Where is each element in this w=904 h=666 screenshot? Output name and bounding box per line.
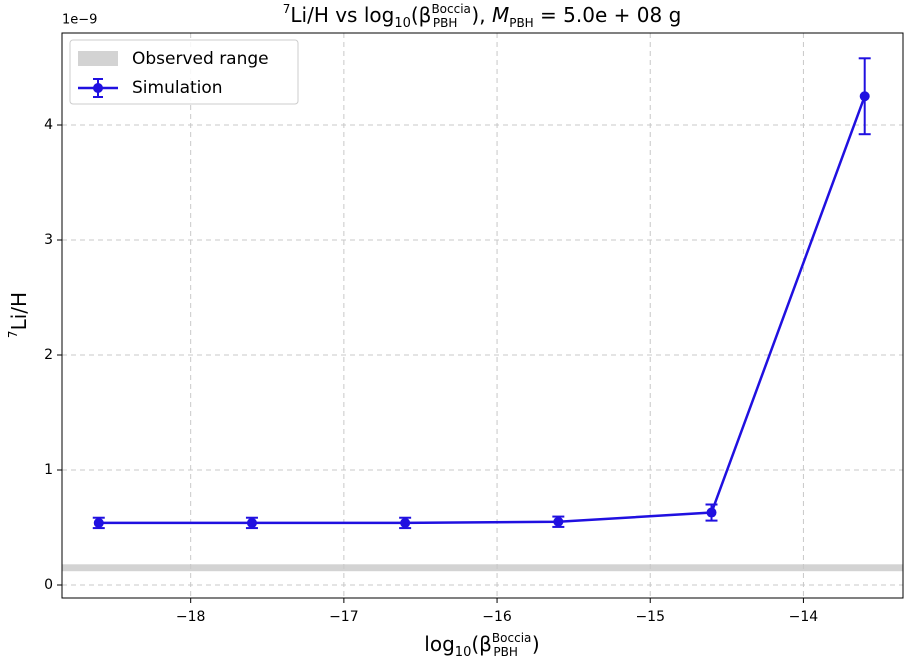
- y-offset-label: 1e−9: [62, 13, 97, 28]
- point: [553, 516, 564, 527]
- x-tick-label: −16: [482, 609, 512, 625]
- legend-box: [69, 39, 299, 105]
- y-tick-label: 2: [44, 347, 53, 363]
- legend-swatch: [93, 83, 103, 93]
- x-tick-label: −15: [635, 609, 665, 625]
- point: [706, 507, 717, 518]
- point: [93, 517, 104, 528]
- y-axis-label: 7Li/H: [6, 292, 31, 338]
- point: [859, 91, 870, 102]
- y-tick-label: 0: [44, 577, 53, 593]
- x-tick-label: −17: [329, 609, 359, 625]
- legend-swatch: [78, 51, 118, 66]
- y-tick-label: 1: [44, 462, 53, 478]
- point: [400, 517, 411, 528]
- chart-title: 7Li/H vs log10(βBoccia PBH), MPBH = 5.0e …: [283, 2, 682, 32]
- legend-label: Observed range: [132, 49, 269, 69]
- y-tick-label: 4: [44, 117, 53, 133]
- x-axis-label: log10(βBoccia PBH): [424, 631, 539, 661]
- x-tick-label: −18: [176, 609, 206, 625]
- legend-label: Simulation: [132, 78, 223, 98]
- series-line: [98, 95, 866, 525]
- y-tick-label: 3: [44, 232, 53, 248]
- observed-band: [62, 564, 903, 572]
- point: [246, 517, 257, 528]
- x-tick-label: −14: [789, 609, 819, 625]
- plot-frame: [61, 32, 904, 599]
